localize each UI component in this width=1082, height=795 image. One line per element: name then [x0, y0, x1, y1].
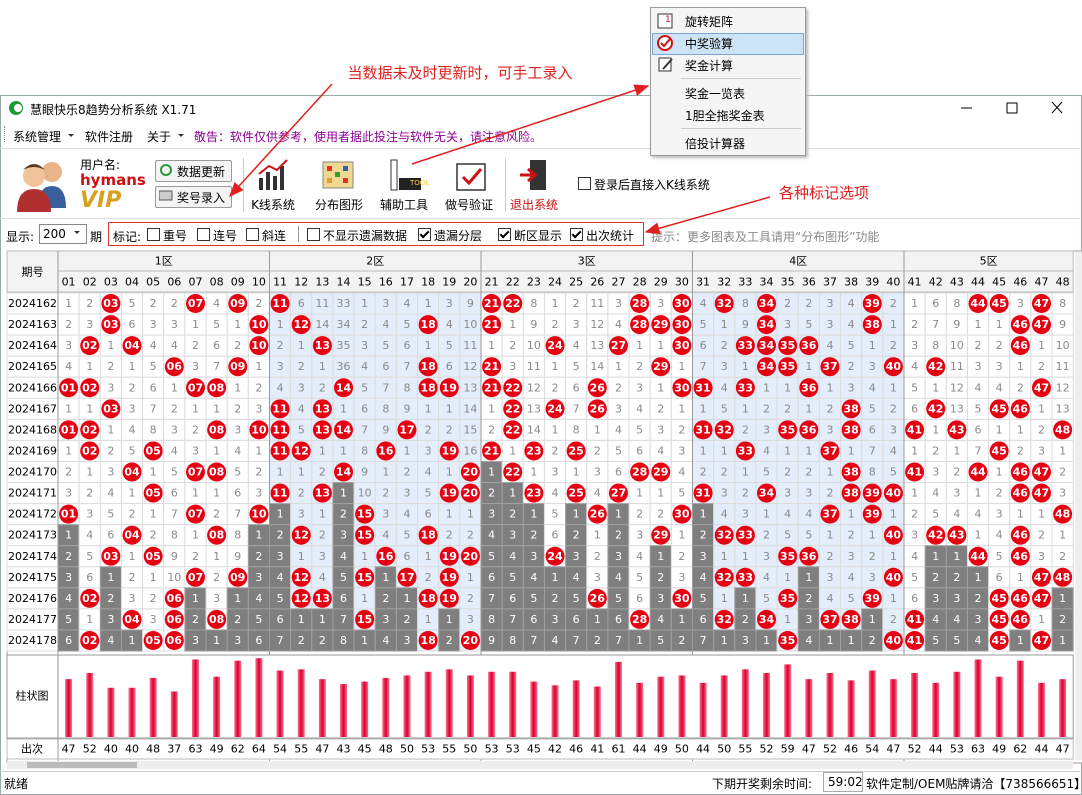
checkbox-label[interactable]: 连号: [213, 229, 238, 243]
checkbox-label[interactable]: 重号: [163, 229, 188, 243]
divider: [505, 158, 506, 212]
tool-icons: TOOL: [258, 159, 546, 191]
divider: [0, 771, 1080, 772]
hint: 提示：更多图表及工具请用“分布图形”功能: [651, 230, 880, 244]
menu-item[interactable]: 软件注册: [85, 130, 134, 144]
separator: [681, 128, 801, 129]
menu-item[interactable]: 奖金一览表: [685, 87, 746, 101]
countdown: 59:02: [828, 775, 863, 789]
highlight-box: [108, 222, 644, 246]
tool-label[interactable]: K线系统: [251, 198, 295, 212]
tool-label[interactable]: 分布图形: [314, 198, 364, 212]
menu-item[interactable]: 系统管理: [13, 130, 62, 144]
status-ready: 就绪: [4, 777, 29, 791]
divider: [0, 218, 1080, 219]
menu-item[interactable]: 1胆全拖奖金表: [685, 109, 765, 123]
divider: [298, 226, 299, 242]
menu-item[interactable]: 中奖验算: [685, 37, 734, 51]
checkbox-label[interactable]: 斜连: [262, 229, 287, 243]
menu-item[interactable]: 旋转矩阵: [685, 15, 734, 29]
checkbox[interactable]: [307, 228, 320, 241]
checkbox-label[interactable]: 断区显示: [514, 229, 563, 243]
notice: 敬告：软件仅供参考，使用者据此投注与软件无关，请注意风险。: [194, 130, 543, 144]
period-value[interactable]: 200: [43, 227, 66, 241]
tool-label[interactable]: 辅助工具: [379, 198, 429, 212]
user-name: hymans: [80, 171, 146, 189]
app-icon: [9, 101, 23, 115]
checkbox-label[interactable]: 遗漏分层: [434, 229, 483, 243]
checkbox[interactable]: [418, 228, 431, 241]
checkbox[interactable]: [578, 177, 591, 190]
user-label: 用户名:: [80, 158, 121, 172]
popup-menu: 1 旋转矩阵 中奖验算 奖金计算 奖金一览表 1胆全拖奖金表 倍投计算器: [650, 7, 806, 156]
menu-item[interactable]: 倍投计算器: [685, 137, 746, 151]
checkbox[interactable]: [147, 228, 160, 241]
menu-arrow: [68, 134, 74, 140]
divider: [243, 158, 244, 212]
selection: [652, 33, 804, 55]
checkbox[interactable]: [197, 228, 210, 241]
menu-item[interactable]: 关于: [147, 130, 172, 144]
menu-icons: 1: [657, 13, 673, 72]
window-title: 慧眼快乐8趋势分析系统 X1.71: [30, 103, 197, 117]
entry-icon: [159, 190, 173, 201]
contact: 软件定制/OEM贴牌请洽【738566651】: [866, 777, 1082, 791]
svg-text:TOOL: TOOL: [409, 179, 429, 187]
checkbox[interactable]: [246, 228, 259, 241]
tool-label[interactable]: 做号验证: [444, 198, 494, 212]
display-label: 显示:: [6, 230, 35, 244]
marks-label: 标记:: [113, 230, 142, 244]
menu-arrow: [178, 134, 184, 140]
annotation: 当数据未及时更新时，可手工录入: [347, 64, 572, 82]
select-arrow: [74, 231, 80, 237]
countdown-box: [823, 772, 863, 792]
period-select[interactable]: [39, 224, 87, 244]
checkbox-label[interactable]: 不显示遗漏数据: [323, 229, 408, 243]
countdown-label: 下期开奖剩余时间:: [712, 777, 813, 791]
checkbox[interactable]: [570, 228, 583, 241]
checkbox-label[interactable]: 出次统计: [586, 229, 635, 243]
display-unit: 期: [90, 230, 103, 244]
tool-label[interactable]: 退出系统: [509, 198, 559, 212]
window-controls[interactable]: [955, 98, 1075, 118]
button-label[interactable]: 奖号录入: [177, 191, 226, 205]
menu-item[interactable]: 奖金计算: [685, 59, 734, 73]
svg-text:1: 1: [665, 15, 671, 25]
grip: [4, 126, 7, 142]
checkbox[interactable]: [498, 228, 511, 241]
user-level: VIP: [80, 188, 122, 213]
update-icon: [160, 164, 172, 176]
checkbox-label[interactable]: 登录后直接入K线系统: [594, 178, 710, 192]
divider: [0, 148, 1080, 149]
button-label[interactable]: 数据更新: [177, 165, 226, 179]
separator: [681, 78, 801, 79]
avatar: [17, 162, 66, 212]
